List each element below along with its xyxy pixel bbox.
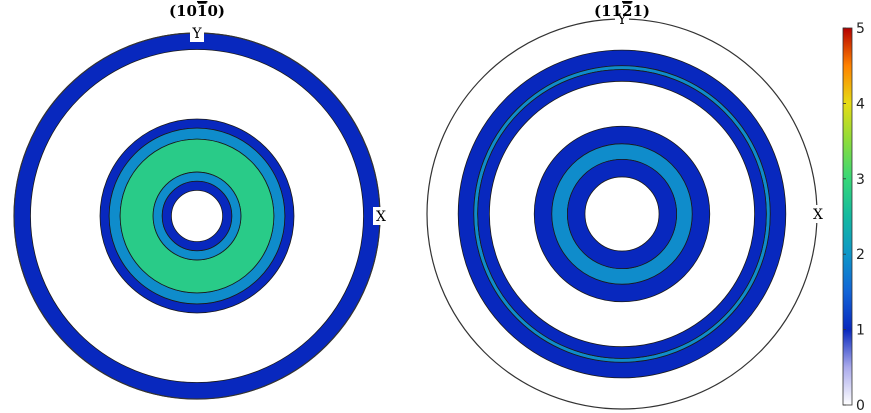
colorbar-tick-label: 1 (856, 323, 865, 339)
colorbar-tick-label: 5 (856, 21, 865, 37)
colorbar-tick-label: 0 (856, 398, 865, 413)
density-ring-3 (477, 69, 767, 359)
colorbar-tick-label: 4 (856, 96, 865, 112)
plot-title: (1010) (169, 2, 225, 20)
y-axis-label: Y (616, 12, 627, 28)
y-label-box (615, 10, 629, 28)
density-ring-4 (119, 138, 275, 294)
x-label-box (373, 207, 389, 225)
density-ring-6 (566, 159, 678, 269)
y-axis-label: Y (191, 26, 202, 42)
colorbar-gradient (842, 27, 853, 406)
colorbar-tick-label: 3 (856, 172, 865, 188)
x-axis-label: X (376, 209, 386, 225)
x-label-box (810, 205, 826, 223)
density-ring-6 (161, 180, 233, 252)
density-ring-1 (13, 32, 381, 400)
x-axis-label: X (813, 207, 823, 223)
pole-figure-2: Y X (1121) (426, 2, 826, 410)
pole-figure-plots: Y X (1010) Y X (1121) (13, 2, 826, 410)
pole-figure-1: Y X (1010) (13, 2, 389, 400)
density-ring-1 (457, 49, 787, 379)
y-label-box (190, 24, 204, 42)
density-ring-2 (473, 65, 771, 363)
colorbar-tick-label: 2 (856, 247, 865, 263)
plot-title: (1121) (594, 2, 650, 20)
colorbar: 0 1 2 3 4 5 (842, 21, 865, 413)
